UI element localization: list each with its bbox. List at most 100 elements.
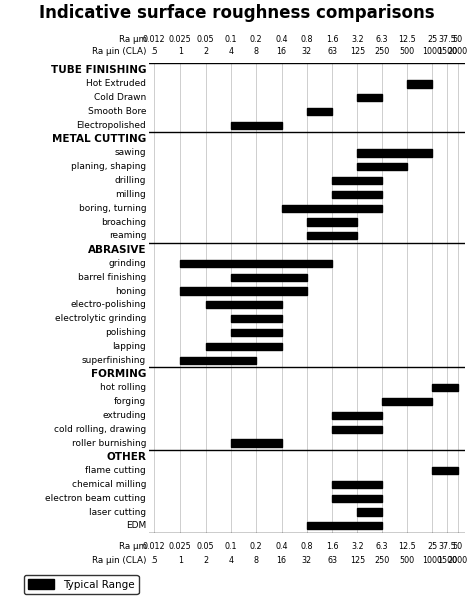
Legend: Typical Range: Typical Range	[24, 576, 138, 594]
Bar	[357, 94, 382, 101]
Text: cold rolling, drawing: cold rolling, drawing	[54, 424, 146, 433]
Text: 37.5: 37.5	[438, 542, 456, 551]
Text: 1000: 1000	[422, 556, 443, 565]
Text: 25: 25	[428, 542, 438, 551]
Text: forging: forging	[114, 397, 146, 406]
Text: 125: 125	[350, 47, 365, 56]
Text: 2000: 2000	[448, 47, 468, 56]
Bar	[231, 315, 282, 322]
Text: drilling: drilling	[115, 176, 146, 185]
Text: sawing: sawing	[115, 149, 146, 158]
Bar	[307, 232, 357, 240]
Text: Ra µm: Ra µm	[119, 35, 147, 44]
Text: 2000: 2000	[448, 556, 468, 565]
Text: Ra µin (CLA): Ra µin (CLA)	[92, 47, 147, 56]
Text: 4: 4	[228, 47, 233, 56]
Text: 4: 4	[228, 556, 233, 565]
Bar	[407, 80, 432, 87]
Text: 1: 1	[178, 47, 183, 56]
Text: TUBE FINISHING: TUBE FINISHING	[51, 65, 146, 75]
Text: 12.5: 12.5	[398, 35, 416, 44]
Text: 2: 2	[203, 47, 208, 56]
Bar	[231, 274, 307, 281]
Text: electro-polishing: electro-polishing	[70, 300, 146, 309]
Bar	[231, 439, 282, 447]
Text: 1500: 1500	[437, 47, 457, 56]
Text: .5: .5	[150, 556, 157, 565]
Bar	[231, 122, 282, 129]
Text: 50: 50	[453, 542, 463, 551]
Text: 16: 16	[276, 556, 286, 565]
Bar	[180, 260, 332, 267]
Text: 0.2: 0.2	[250, 542, 263, 551]
Text: 8: 8	[254, 556, 259, 565]
Text: 0.8: 0.8	[301, 542, 313, 551]
Text: roller burnishing: roller burnishing	[72, 438, 146, 447]
Text: 0.012: 0.012	[142, 35, 165, 44]
Text: Indicative surface roughness comparisons: Indicative surface roughness comparisons	[39, 4, 435, 22]
Text: Ra µm: Ra µm	[119, 542, 147, 551]
Text: 6.3: 6.3	[376, 542, 388, 551]
Text: 3.2: 3.2	[351, 542, 364, 551]
Text: 1.6: 1.6	[326, 35, 338, 44]
Text: 125: 125	[350, 556, 365, 565]
Text: laser cutting: laser cutting	[89, 507, 146, 517]
Text: Smooth Bore: Smooth Bore	[88, 107, 146, 116]
Bar	[307, 219, 357, 226]
Text: 2: 2	[203, 556, 208, 565]
Text: 32: 32	[302, 556, 312, 565]
Text: 250: 250	[374, 47, 390, 56]
Text: 500: 500	[400, 556, 415, 565]
Text: .5: .5	[150, 47, 157, 56]
Text: 1500: 1500	[437, 556, 457, 565]
Text: 0.1: 0.1	[225, 35, 237, 44]
Text: reaming: reaming	[109, 231, 146, 240]
Bar	[332, 191, 382, 198]
Text: 6.3: 6.3	[376, 35, 388, 44]
Text: 1000: 1000	[422, 47, 443, 56]
Text: 0.1: 0.1	[225, 542, 237, 551]
Text: 25: 25	[428, 35, 438, 44]
Text: 1.6: 1.6	[326, 542, 338, 551]
Text: milling: milling	[115, 190, 146, 199]
Text: lapping: lapping	[112, 342, 146, 351]
Text: superfinishing: superfinishing	[82, 356, 146, 365]
Text: 1: 1	[178, 556, 183, 565]
Bar	[307, 108, 332, 115]
Text: 0.05: 0.05	[197, 35, 214, 44]
Text: METAL CUTTING: METAL CUTTING	[52, 134, 146, 144]
Text: boring, turning: boring, turning	[79, 203, 146, 213]
Bar	[432, 467, 458, 474]
Text: Electropolished: Electropolished	[76, 121, 146, 130]
Text: chemical milling: chemical milling	[72, 480, 146, 489]
Text: 0.05: 0.05	[197, 542, 214, 551]
Bar	[357, 509, 382, 516]
Text: hot rolling: hot rolling	[100, 383, 146, 393]
Text: electron beam cutting: electron beam cutting	[46, 494, 146, 503]
Text: 32: 32	[302, 47, 312, 56]
Bar	[332, 426, 382, 433]
Text: 0.025: 0.025	[169, 35, 191, 44]
Text: 63: 63	[327, 47, 337, 56]
Text: 3.2: 3.2	[351, 35, 364, 44]
Text: 0.025: 0.025	[169, 542, 191, 551]
Text: 500: 500	[400, 47, 415, 56]
Bar	[357, 163, 407, 170]
Text: electrolytic grinding: electrolytic grinding	[55, 314, 146, 323]
Text: Cold Drawn: Cold Drawn	[94, 93, 146, 102]
Text: planing, shaping: planing, shaping	[71, 163, 146, 172]
Bar	[282, 205, 382, 212]
Bar	[332, 412, 382, 419]
Text: EDM: EDM	[126, 521, 146, 530]
Text: extruding: extruding	[102, 411, 146, 420]
Text: OTHER: OTHER	[106, 452, 146, 462]
Text: ABRASIVE: ABRASIVE	[88, 244, 146, 255]
Text: Hot Extruded: Hot Extruded	[86, 79, 146, 88]
Text: flame cutting: flame cutting	[85, 466, 146, 475]
Text: 50: 50	[453, 35, 463, 44]
Text: 12.5: 12.5	[398, 542, 416, 551]
Bar	[180, 356, 256, 364]
Bar	[332, 495, 382, 502]
Text: 37.5: 37.5	[438, 35, 456, 44]
Text: 0.4: 0.4	[275, 35, 288, 44]
